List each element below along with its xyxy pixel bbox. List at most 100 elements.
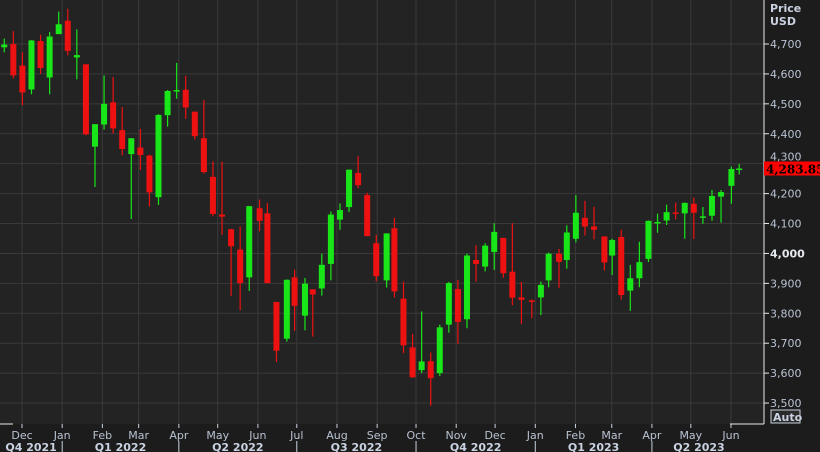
candle-up xyxy=(155,114,162,205)
candle-body xyxy=(264,213,271,284)
candle-down xyxy=(264,203,271,284)
candle-body xyxy=(708,195,715,216)
candle-up xyxy=(246,205,253,291)
candle-body xyxy=(173,90,180,92)
candle-up xyxy=(663,204,670,226)
candle-body xyxy=(436,327,443,374)
y-tick-label: 4,700 xyxy=(770,38,802,51)
candle-body xyxy=(718,192,725,197)
candle-up xyxy=(436,324,443,377)
candle-up xyxy=(301,277,308,331)
candle-down xyxy=(409,333,416,378)
candle-down xyxy=(618,229,625,300)
candle-up xyxy=(708,190,715,221)
candle-down xyxy=(364,192,371,237)
y-tick-label: 3,700 xyxy=(770,337,802,350)
month-label: Feb xyxy=(93,429,112,442)
candle-body xyxy=(663,212,670,221)
candle-body xyxy=(591,226,598,230)
candle-body xyxy=(473,260,480,264)
candle-body xyxy=(37,41,44,68)
candle-down xyxy=(581,200,588,236)
candle-body xyxy=(482,245,489,267)
month-label: Oct xyxy=(407,429,427,442)
candle-up xyxy=(318,253,325,296)
candle-body xyxy=(601,236,608,263)
candle-body xyxy=(545,253,552,281)
candle-body xyxy=(556,253,563,262)
candle-body xyxy=(101,103,108,125)
candle-body xyxy=(672,212,679,214)
candle-body xyxy=(364,195,371,237)
month-label: Feb xyxy=(566,429,585,442)
candle-down xyxy=(82,64,89,136)
candle-body xyxy=(256,208,263,221)
candle-down xyxy=(509,223,516,306)
candle-up xyxy=(645,220,652,263)
candle-body xyxy=(164,90,171,116)
candle-up xyxy=(418,311,425,374)
candle-up xyxy=(73,29,80,80)
month-label: May xyxy=(679,429,702,442)
y-tick-label: 4,600 xyxy=(770,68,802,81)
candle-up xyxy=(654,213,661,233)
candle-body xyxy=(28,40,35,90)
candle-body xyxy=(355,172,362,186)
candle-up xyxy=(681,202,688,239)
candle-body xyxy=(1,44,8,48)
candle-body xyxy=(309,289,316,295)
candle-up xyxy=(101,75,108,130)
candle-down xyxy=(355,156,362,189)
candle-body xyxy=(182,89,189,108)
candle-body xyxy=(383,233,390,281)
candle-body xyxy=(128,138,135,155)
auto-button-label[interactable]: Auto xyxy=(773,411,803,424)
candle-down xyxy=(19,52,26,106)
candle-up xyxy=(327,211,334,281)
candle-down xyxy=(518,281,525,325)
candle-body xyxy=(681,202,688,214)
candle-up xyxy=(46,32,53,95)
candle-up xyxy=(1,38,8,53)
month-label: Mar xyxy=(128,429,149,442)
month-label: Sep xyxy=(367,429,388,442)
candle-body xyxy=(200,138,207,173)
candle-body xyxy=(91,124,98,147)
candle-body xyxy=(500,237,507,274)
candle-down xyxy=(400,281,407,354)
candle-up xyxy=(728,166,735,204)
candle-down xyxy=(191,111,198,140)
candle-body xyxy=(19,65,26,93)
candle-up xyxy=(55,11,62,35)
candle-body xyxy=(537,284,544,298)
y-axis: 3,500 3,600 3,700 3,800 3,900 4,000 4,100 4,200… xyxy=(764,38,805,410)
candle-body xyxy=(237,249,244,284)
candle-up xyxy=(336,203,343,230)
candle-up xyxy=(283,279,290,342)
auto-button[interactable]: Auto xyxy=(770,409,803,424)
candle-down xyxy=(373,234,380,282)
candle-body xyxy=(391,228,398,292)
candle-up xyxy=(563,225,570,269)
candle-down xyxy=(309,289,316,337)
month-label: Apr xyxy=(642,429,662,442)
candle-body xyxy=(445,283,452,325)
candle-body xyxy=(146,155,153,193)
last-price-tag: 4,283.85 xyxy=(764,161,820,177)
candle-body xyxy=(327,214,334,264)
y-tick-label: 3,800 xyxy=(770,307,802,320)
candles xyxy=(1,8,743,406)
candle-up xyxy=(491,223,498,270)
candle-up xyxy=(699,207,706,224)
candle-down xyxy=(219,161,226,235)
candle-body xyxy=(627,278,634,291)
y-tick-label: 3,900 xyxy=(770,277,802,290)
quarter-label: Q4 2022 xyxy=(450,441,501,452)
candle-body xyxy=(609,239,616,256)
candle-up xyxy=(736,163,743,175)
candle-down xyxy=(500,237,507,278)
candle-body xyxy=(291,277,298,306)
candle-body xyxy=(618,236,625,296)
candle-body xyxy=(346,169,353,208)
candle-down xyxy=(64,8,71,56)
